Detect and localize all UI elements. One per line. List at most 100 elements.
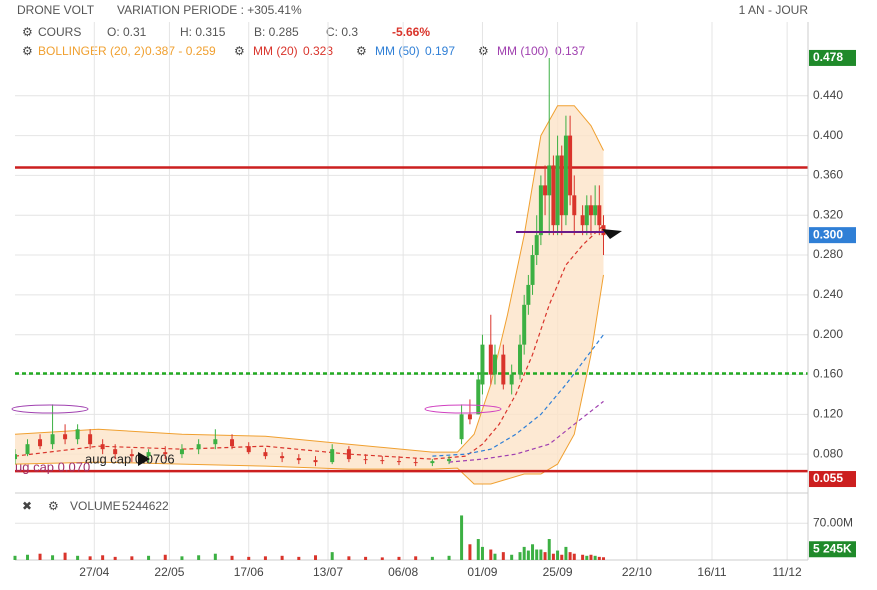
candle-body: [588, 205, 593, 216]
candle-body: [280, 456, 285, 459]
legend-mm: MM (100): [497, 44, 548, 58]
volume-bar: [13, 555, 17, 560]
x-tick-label: 11/12: [773, 565, 802, 579]
gear[interactable]: ⚙: [22, 44, 33, 58]
candle-body: [584, 205, 589, 226]
chart-title: DRONE VOLT: [17, 3, 95, 17]
volume-bar: [430, 556, 434, 560]
volume-bar: [147, 555, 151, 560]
volume-bar: [314, 555, 318, 560]
candle-body: [597, 205, 602, 226]
gear[interactable]: ⚙: [478, 44, 489, 58]
legend-mm: MM (20): [253, 44, 298, 58]
gear[interactable]: ⚙: [356, 44, 367, 58]
close-icon[interactable]: ✖: [22, 499, 32, 513]
x-tick-label: 27/04: [79, 565, 109, 579]
candle-body: [447, 459, 452, 462]
candle-body: [346, 449, 351, 460]
candle-body: [246, 446, 251, 453]
candle-body: [509, 374, 514, 385]
gear[interactable]: ⚙: [22, 25, 33, 39]
legend-change: -5.66%: [392, 25, 430, 39]
candle-body: [363, 459, 368, 461]
legend-low: B: 0.285: [254, 25, 299, 39]
candle-body: [526, 284, 531, 305]
candle-body: [100, 444, 105, 450]
volume-bar: [63, 552, 67, 560]
y-tick-label: 0.440: [813, 88, 843, 102]
period[interactable]: 1 AN - JOUR: [739, 3, 809, 17]
candle-body: [543, 185, 548, 196]
candle-body: [380, 460, 385, 462]
bollinger-lower: [15, 274, 604, 485]
y-tick-label: 0.200: [813, 327, 843, 341]
volume-bar: [489, 549, 493, 560]
candle-body: [501, 354, 506, 385]
candle-body: [413, 462, 418, 464]
candle-body: [296, 458, 301, 461]
y-tick-label: 0.160: [813, 367, 843, 381]
moving-average: [15, 224, 604, 460]
volume-bar: [468, 544, 472, 560]
y-tick-label: 0.120: [813, 407, 843, 421]
legend-bollinger-value: 0.387 - 0.259: [145, 44, 216, 58]
candle-body: [538, 185, 543, 236]
candle-body: [196, 444, 201, 450]
volume-bar: [476, 539, 480, 560]
legend-mm-value: 0.323: [303, 44, 333, 58]
volume-bar: [535, 549, 539, 560]
volume-bar: [551, 553, 555, 560]
volume-bar: [539, 549, 543, 560]
x-tick-label: 22/05: [154, 565, 184, 579]
volume-bar: [460, 515, 464, 560]
y-tick-label: 0.080: [813, 446, 843, 460]
candle-body: [75, 429, 80, 440]
volume-bar: [380, 557, 384, 560]
annotation: ug cap 0.070: [15, 459, 90, 474]
volume-bar: [518, 552, 522, 560]
candle-body: [146, 452, 151, 457]
volume-bar: [88, 556, 92, 560]
x-tick-label: 17/06: [234, 565, 264, 579]
volume-bar: [113, 556, 117, 560]
x-tick-label: 25/09: [543, 565, 573, 579]
volume-bar: [38, 553, 42, 560]
volume-bar: [560, 554, 564, 560]
volume-bar: [247, 556, 251, 560]
candle-body: [63, 434, 68, 440]
candle-body: [163, 452, 168, 455]
volume-bar: [556, 550, 560, 560]
candle-body: [38, 439, 43, 447]
band-fill: [15, 105, 604, 485]
volume-bar: [197, 555, 201, 560]
gear[interactable]: ⚙: [48, 499, 59, 513]
volume-bar: [213, 553, 217, 560]
candle-body: [25, 444, 30, 455]
y-tick-label: 0.320: [813, 207, 843, 221]
x-tick-label: 13/07: [313, 565, 343, 579]
volume-value: 5244622: [122, 499, 169, 513]
y-tick-label: 0.400: [813, 128, 843, 142]
y-tick-label: 0.360: [813, 168, 843, 182]
candle-body: [129, 454, 134, 457]
candle-body: [551, 165, 556, 226]
volume-bar: [347, 556, 351, 560]
volume-bar: [163, 554, 167, 560]
candle-body: [522, 304, 527, 345]
price-label: 0.300: [813, 227, 843, 241]
bollinger-upper: [15, 105, 604, 453]
x-tick-label: 16/11: [697, 565, 726, 579]
legend-mm-value: 0.137: [555, 44, 585, 58]
volume-bar: [230, 555, 234, 560]
gear[interactable]: ⚙: [234, 44, 245, 58]
volume-bar: [585, 555, 589, 560]
legend: ⚙ COURS O: 0.31 H: 0.315 B: 0.285 C: 0.3…: [22, 25, 585, 58]
candle-body: [113, 449, 118, 455]
volume-bar: [501, 552, 505, 560]
candle-body: [263, 452, 268, 457]
x-tick-label: 06/08: [388, 565, 418, 579]
volume-bar: [180, 556, 184, 560]
candle-body: [534, 235, 539, 256]
candle-body: [492, 354, 497, 375]
